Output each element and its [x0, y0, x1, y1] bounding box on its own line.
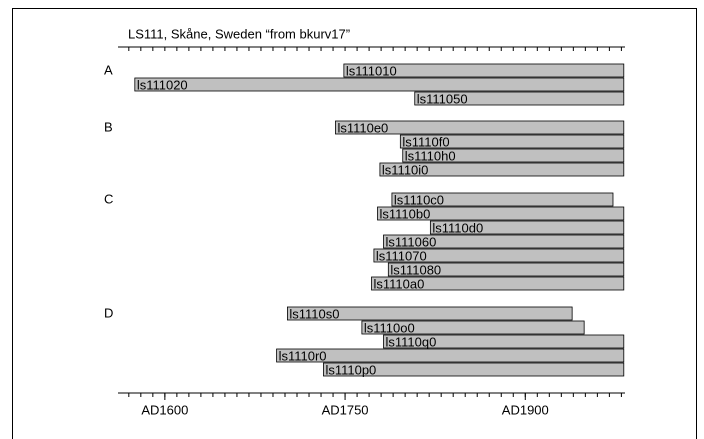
bar: [383, 334, 625, 349]
bar-label: ls1110e0: [337, 120, 388, 135]
bar: [276, 348, 625, 363]
bar-label: ls111080: [390, 262, 441, 277]
bar-label: ls1110h0: [405, 148, 456, 163]
bar: [335, 120, 625, 135]
bar: [287, 306, 573, 321]
bar: [383, 234, 625, 249]
bar-label: ls1110a0: [374, 276, 425, 291]
bar: [391, 192, 614, 207]
chart-title: LS111, Skåne, Sweden “from bkurv17”: [128, 26, 350, 41]
bar-label: ls1110s0: [289, 306, 339, 321]
bar: [134, 77, 625, 92]
bar-label: ls1110r0: [279, 348, 327, 363]
bar-label: ls1110q0: [386, 334, 437, 349]
group-label: A: [104, 62, 113, 77]
bar-label: ls111060: [386, 234, 437, 249]
bar-label: ls1110f0: [402, 134, 449, 149]
bar: [323, 362, 625, 377]
bar-label: ls111050: [417, 91, 468, 106]
bar: [377, 206, 625, 221]
bar: [361, 320, 585, 335]
bar-label: ls1110o0: [364, 320, 415, 335]
bar-label: ls111010: [346, 63, 397, 78]
bar-label: ls1110p0: [325, 362, 376, 377]
bar-label: ls1110i0: [382, 162, 429, 177]
bar: [373, 248, 625, 263]
bar-label: ls1110d0: [432, 220, 483, 235]
bar: [387, 262, 625, 277]
x-tick-label: AD1900: [502, 402, 549, 417]
bar: [399, 134, 625, 149]
x-tick-label: AD1600: [141, 402, 188, 417]
x-tick-label: AD1750: [322, 402, 369, 417]
bar: [429, 220, 625, 235]
bar-label: ls111070: [376, 248, 427, 263]
bar: [379, 162, 625, 177]
bar-label: ls1110b0: [380, 206, 431, 221]
group-label: D: [104, 305, 113, 320]
bar: [371, 276, 625, 291]
bar: [343, 63, 625, 78]
bar: [402, 148, 625, 163]
group-label: B: [104, 119, 113, 134]
frame: [12, 8, 697, 439]
bar-label: ls1110c0: [394, 192, 444, 207]
bar: [414, 91, 625, 106]
group-label: C: [104, 191, 113, 206]
bar-label: ls111020: [137, 77, 188, 92]
